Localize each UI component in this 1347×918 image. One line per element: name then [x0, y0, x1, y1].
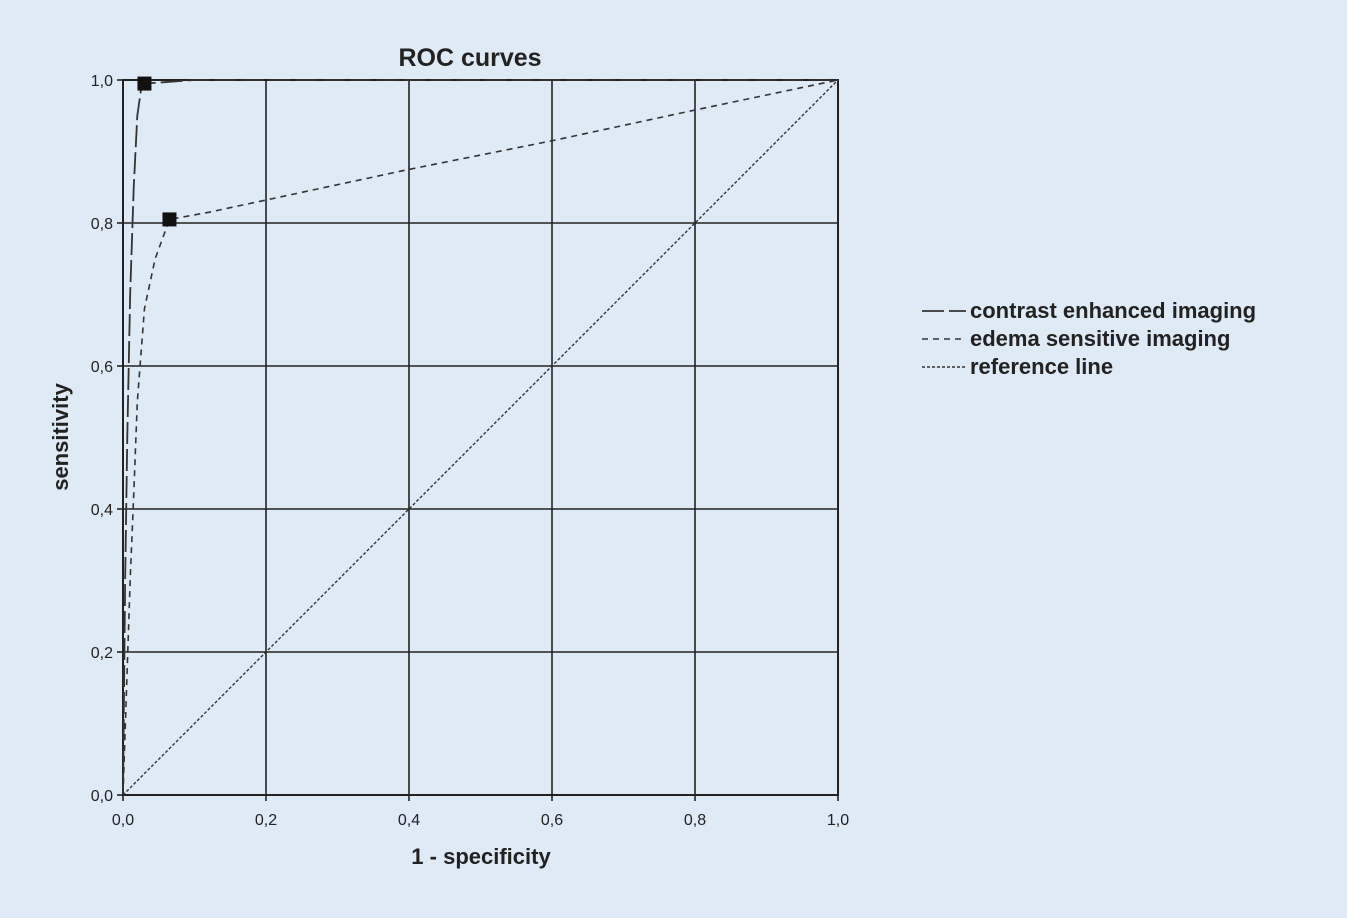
- chart-title: ROC curves: [398, 44, 541, 72]
- y-tick-label: 0,8: [91, 216, 113, 233]
- x-axis-label: 1 - specificity: [411, 844, 551, 869]
- x-tick-label: 0,4: [398, 812, 420, 829]
- series-line-1: [122, 79, 838, 796]
- legend-item-label: contrast enhanced imaging: [970, 298, 1256, 323]
- y-tick-label: 0,6: [91, 359, 113, 376]
- x-tick-label: 0,2: [255, 812, 277, 829]
- y-tick-label: 0,0: [91, 788, 113, 805]
- x-tick-label: 1,0: [827, 812, 849, 829]
- legend-item-label: reference line: [970, 354, 1113, 379]
- y-tick-label: 0,4: [91, 502, 113, 519]
- cutoff-markers: [137, 76, 177, 227]
- plot-frame: [122, 79, 839, 796]
- y-tick-label: 0,2: [91, 645, 113, 662]
- series-lines: [122, 79, 839, 796]
- series-line-2: [122, 79, 839, 796]
- cutoff-marker: [162, 212, 177, 227]
- cutoff-marker: [137, 76, 152, 91]
- axis-ticks: 0,0 0,2 0,4 0,6 0,8 1,0 0,0 0,2 0,4 0,6 0,8 1,0: [91, 73, 849, 829]
- legend-item-label: edema sensitive imaging: [970, 326, 1230, 351]
- series-line-3: [122, 79, 839, 796]
- x-tick-label: 0,6: [541, 812, 563, 829]
- legend: contrast enhanced imaging edema sensitive…: [922, 298, 1256, 379]
- y-axis-label: sensitivity: [48, 382, 73, 490]
- x-tick-label: 0,8: [684, 812, 706, 829]
- x-tick-label: 0,0: [112, 812, 134, 829]
- y-tick-label: 1,0: [91, 73, 113, 90]
